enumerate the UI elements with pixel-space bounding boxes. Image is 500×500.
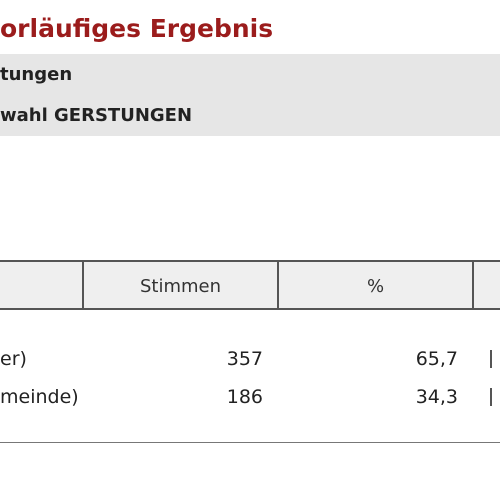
header-cell-votes: Stimmen (84, 262, 279, 308)
table-row: meinde) 186 34,3 (0, 378, 500, 416)
row-name: er) (0, 348, 27, 370)
table-header: Stimmen % (0, 260, 500, 310)
header-cell-extra (474, 262, 500, 308)
row-percent: 65,7 (415, 348, 458, 370)
table-bottom-divider (0, 442, 500, 443)
row-name: meinde) (0, 386, 79, 408)
row-percent: 34,3 (415, 386, 458, 408)
election-info-box: tungen wahl GERSTUNGEN (0, 54, 500, 136)
row-bar-edge (490, 350, 492, 368)
header-cell-name (0, 262, 84, 308)
row-votes: 186 (226, 386, 263, 408)
row-votes: 357 (226, 348, 263, 370)
info-line-1: tungen (0, 64, 73, 85)
results-table: Stimmen % er) 357 65,7 meinde) 186 34,3 (0, 260, 500, 445)
page-title: orläufiges Ergebnis (0, 14, 274, 43)
info-line-2: wahl GERSTUNGEN (0, 105, 193, 126)
header-cell-percent: % (279, 262, 474, 308)
row-bar-edge (490, 388, 492, 406)
table-row: er) 357 65,7 (0, 340, 500, 378)
